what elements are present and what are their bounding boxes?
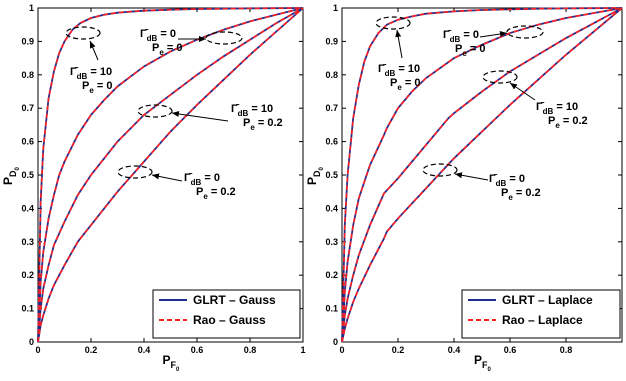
y-tick-label: 0.7 <box>325 103 338 113</box>
y-tick-label: 0.1 <box>21 304 34 314</box>
annotation-arrow <box>89 40 99 61</box>
annotation-gamma-label: Γ̄dB = 10 <box>70 66 112 81</box>
annotation-pe-label: Pe = 0 <box>152 42 182 57</box>
legend-entry-label: GLRT – Gauss <box>193 293 276 307</box>
legend-entry-label: Rao – Gauss <box>193 313 266 327</box>
y-tick-label: 0 <box>29 337 34 347</box>
annotation-pe-label: Pe = 0 <box>82 80 112 95</box>
glrt-curve-gamma-0-pe-0 <box>341 7 623 343</box>
legend-entry-label: GLRT – Laplace <box>502 293 593 307</box>
annotation-arrow <box>454 172 489 181</box>
annotation-ellipse <box>137 104 173 118</box>
annotation-gamma-label: Γ̄dB = 0 <box>140 28 176 43</box>
x-tick-label: 0.8 <box>244 345 257 355</box>
annotation-arrow <box>171 111 229 122</box>
x-tick-label: 0.4 <box>138 345 151 355</box>
y-tick-label: 0.1 <box>325 304 338 314</box>
legend: GLRT – Gauss Rao – Gauss <box>152 289 301 339</box>
rao-curve-gamma-10-pe-0 <box>37 7 304 343</box>
y-tick-label: 0.2 <box>325 270 338 280</box>
x-tick-label: 1 <box>300 345 305 355</box>
rao-curve-gamma-0-pe-0 <box>37 7 304 343</box>
glrt-curve-gamma-10-pe-0.2 <box>37 7 304 343</box>
annotation-arrow <box>479 31 508 38</box>
rao-curve-gamma-0-pe-0.2 <box>341 7 623 343</box>
annotation-ellipse <box>482 70 518 84</box>
legend: GLRT – Laplace Rao – Laplace <box>461 289 621 339</box>
annotation-pe-label: Pe = 0 <box>455 43 485 58</box>
legend-entry-label: Rao – Laplace <box>502 313 583 327</box>
y-tick-label: 0.9 <box>325 36 338 46</box>
y-axis-label: PD0 <box>305 166 325 185</box>
x-tick-label: 0 <box>339 345 344 355</box>
y-tick-label: 0.4 <box>21 203 34 213</box>
annotation-ellipse <box>65 26 101 40</box>
y-tick-label: 0.8 <box>21 70 34 80</box>
y-tick-label: 1 <box>29 3 34 13</box>
annotation-pe-label: Pe = 0 <box>390 77 420 92</box>
rao-curve-gamma-10-pe-0 <box>341 7 623 343</box>
annotation-ellipse <box>117 165 153 179</box>
y-tick-label: 0.3 <box>325 237 338 247</box>
annotation-pe-label: Pe = 0.2 <box>501 187 541 202</box>
annotation-gamma-label: Γ̄dB = 10 <box>231 103 273 118</box>
y-tick-label: 1 <box>333 3 338 13</box>
annotation-gamma-label: Γ̄dB = 0 <box>443 29 479 44</box>
y-tick-label: 0.3 <box>21 237 34 247</box>
annotation-gamma-label: Γ̄dB = 10 <box>536 101 578 116</box>
annotation-gamma-label: Γ̄dB = 0 <box>184 172 220 187</box>
annotation-ellipse <box>375 16 411 30</box>
annotation-pe-label: Pe = 0.2 <box>243 117 283 132</box>
x-axis-label: PF0 <box>474 353 492 373</box>
y-tick-label: 0.5 <box>21 170 34 180</box>
x-tick-label: 0.4 <box>448 345 461 355</box>
y-tick-label: 0.2 <box>21 270 34 280</box>
x-tick-label: 0.2 <box>85 345 98 355</box>
legend-box <box>152 289 301 339</box>
y-axis-label: PD0 <box>1 166 21 185</box>
y-tick-label: 0 <box>333 337 338 347</box>
rao-curve-gamma-10-pe-0.2 <box>341 7 623 343</box>
annotation-ellipse <box>205 31 243 45</box>
x-axis-label: PF0 <box>163 353 181 373</box>
legend-box <box>461 289 621 339</box>
y-tick-label: 0.9 <box>21 36 34 46</box>
y-tick-label: 0.7 <box>21 103 34 113</box>
y-tick-label: 0.5 <box>325 170 338 180</box>
y-tick-label: 0.4 <box>325 203 338 213</box>
y-tick-label: 0.8 <box>325 70 338 80</box>
left-chart-panel: 0 0.2 0.4 0.6 0.8 1 0 0.1 0.2 0.3 0.4 0.5 0.6 0.7 0.8 0… <box>1 3 306 373</box>
x-tick-label: 0.2 <box>392 345 405 355</box>
annotation-pe-label: Pe = 0.2 <box>548 115 588 130</box>
annotation-ellipse <box>422 163 458 177</box>
x-tick-label: 0.8 <box>560 345 573 355</box>
annotation-pe-label: Pe = 0.2 <box>196 186 236 201</box>
annotation-arrow <box>395 29 403 59</box>
annotation-arrow <box>509 82 536 101</box>
annotation-ellipse <box>506 25 544 39</box>
y-tick-label: 0.6 <box>325 137 338 147</box>
annotation-arrow <box>151 173 183 182</box>
x-tick-label: 0.6 <box>504 345 517 355</box>
right-chart-panel: 0 0.2 0.4 0.6 0.8 0 0.1 0.2 0.3 0.4 0.5 0.6 0.7 0.8 0.… <box>305 3 623 373</box>
annotation-gamma-label: Γ̄dB = 10 <box>378 63 420 78</box>
x-tick-label: 0.6 <box>191 345 204 355</box>
rao-curve-gamma-0-pe-0.2 <box>37 7 304 343</box>
x-tick-label: 0 <box>35 345 40 355</box>
y-tick-label: 0.6 <box>21 137 34 147</box>
annotation-gamma-label: Γ̄dB = 0 <box>489 173 525 188</box>
